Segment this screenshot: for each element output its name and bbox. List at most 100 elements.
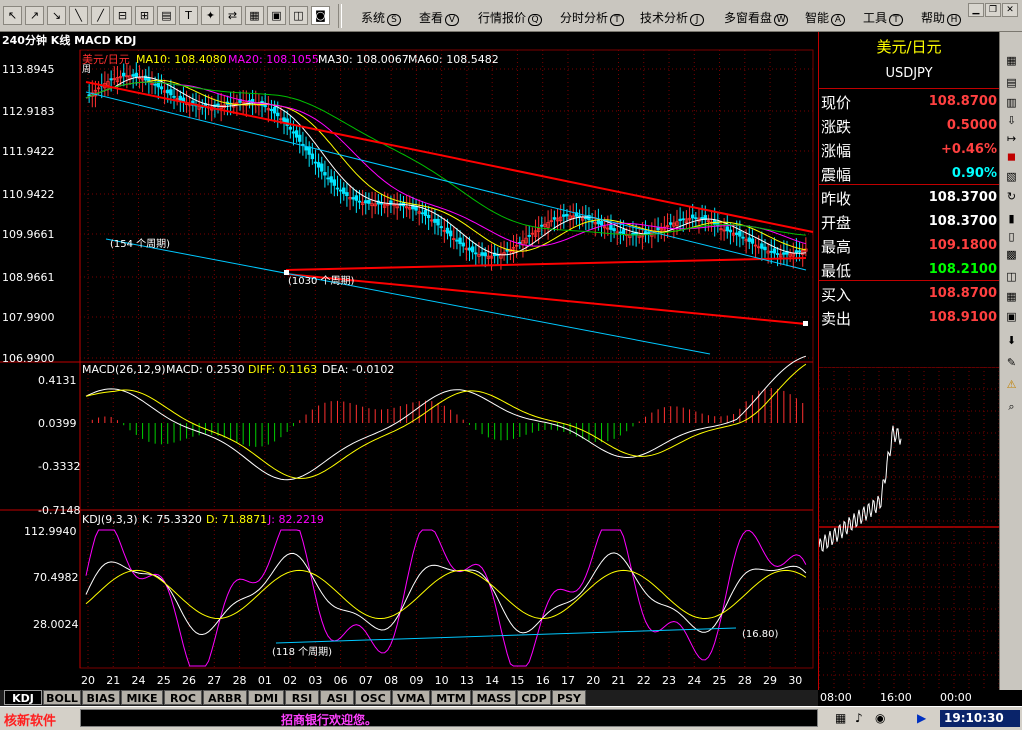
network-icon[interactable]: ▦ xyxy=(835,711,847,725)
magnifier-icon[interactable]: ⌕ xyxy=(1008,400,1015,413)
menu-7[interactable]: 工具 T xyxy=(863,9,904,26)
tab-mike[interactable]: MIKE xyxy=(121,690,163,705)
candle-body xyxy=(499,253,503,259)
x-tick-label: 06 xyxy=(334,674,348,687)
info-icon[interactable]: ▶ xyxy=(917,711,927,725)
zoom-in-icon[interactable]: ⊞ xyxy=(135,6,154,25)
menu-0[interactable]: 系统 S xyxy=(361,9,402,26)
pin-icon[interactable]: ⇩ xyxy=(1006,114,1017,127)
up-icon[interactable]: ╱ xyxy=(91,6,110,25)
chart-icon[interactable]: ▥ xyxy=(1006,96,1017,109)
menu-4[interactable]: 技术分析 J xyxy=(640,9,705,26)
menu-3[interactable]: 分时分析 T xyxy=(560,9,625,26)
tab-rsi[interactable]: RSI xyxy=(285,690,319,705)
tab-dmi[interactable]: DMI xyxy=(248,690,284,705)
arrow-icon[interactable]: ✦ xyxy=(201,6,220,25)
channel-line[interactable] xyxy=(105,238,711,355)
sound-icon[interactable]: ♪ xyxy=(855,711,863,725)
tab-vma[interactable]: VMA xyxy=(392,690,430,705)
candle-body xyxy=(533,230,538,237)
menu-label: 多窗看盘 xyxy=(724,11,773,25)
lock-icon[interactable]: ▦ xyxy=(245,6,264,25)
ma10-label: MA10: 108.4080 xyxy=(136,53,227,66)
menu-5[interactable]: 多窗看盘 W xyxy=(724,9,789,26)
tab-osc[interactable]: OSC xyxy=(355,690,391,705)
quote-label: 卖出 xyxy=(821,310,852,328)
candle-body xyxy=(665,225,670,228)
table-icon[interactable]: ▧ xyxy=(1006,170,1017,183)
ruler-icon[interactable]: ↦ xyxy=(1006,132,1017,145)
quote-code: USDJPY xyxy=(885,66,933,81)
menu-8[interactable]: 帮助 H xyxy=(921,9,962,26)
tab-boll[interactable]: BOLL xyxy=(43,690,81,705)
tab-bias[interactable]: BIAS xyxy=(82,690,120,705)
tab-cdp[interactable]: CDP xyxy=(517,690,551,705)
candle-body xyxy=(757,246,761,249)
trend-handle[interactable] xyxy=(284,270,289,275)
trendline-lower[interactable] xyxy=(285,273,807,325)
page-icon[interactable]: ◙ xyxy=(311,6,330,25)
list-icon[interactable]: ▤ xyxy=(1006,76,1017,89)
tab-arbr[interactable]: ARBR xyxy=(203,690,247,705)
window-icon[interactable]: ◫ xyxy=(1006,270,1017,283)
restore-button[interactable]: ❐ xyxy=(985,3,1001,17)
tray-icon[interactable]: ◉ xyxy=(875,711,886,725)
menu-2[interactable]: 行情报价 Q xyxy=(478,9,543,26)
candle-body xyxy=(584,216,588,220)
trend-handle[interactable] xyxy=(803,321,808,326)
home-icon[interactable]: ╲ xyxy=(69,6,88,25)
forward-icon[interactable]: ↗ xyxy=(25,6,44,25)
candle-body xyxy=(367,199,371,204)
zoom-out-icon[interactable]: ▤ xyxy=(157,6,176,25)
candle-body xyxy=(169,89,173,96)
x-tick-label: 25 xyxy=(713,674,727,687)
channel-line[interactable] xyxy=(85,91,807,271)
candle-body xyxy=(659,228,663,231)
trendline-middle[interactable] xyxy=(285,257,807,271)
tab-kdj[interactable]: KDJ xyxy=(4,690,42,705)
candle-body xyxy=(599,220,604,226)
refresh-icon[interactable]: ↘ xyxy=(47,6,66,25)
warning-icon[interactable]: ⚠ xyxy=(1006,378,1017,391)
candle-body xyxy=(291,131,296,134)
tab-mtm[interactable]: MTM xyxy=(431,690,471,705)
quote-label: 开盘 xyxy=(821,214,852,232)
close-button[interactable]: ✕ xyxy=(1002,3,1018,17)
tab-asi[interactable]: ASI xyxy=(320,690,354,705)
menu-1[interactable]: 查看 V xyxy=(419,9,460,26)
back-icon[interactable]: ↖ xyxy=(3,6,22,25)
quote-value: 108.8700 xyxy=(928,286,997,301)
unlock-icon[interactable]: ▣ xyxy=(267,6,286,25)
save-icon[interactable]: ⬇ xyxy=(1006,334,1017,347)
intraday-mini-chart[interactable] xyxy=(819,367,999,689)
tile-icon[interactable]: ▩ xyxy=(1006,248,1017,261)
minimize-button[interactable]: ▁ xyxy=(968,3,984,17)
candle-icon[interactable]: T xyxy=(179,6,198,25)
quote-divider xyxy=(819,88,999,89)
screen-icon[interactable]: ◫ xyxy=(289,6,308,25)
refresh-icon[interactable]: ↻ xyxy=(1006,190,1017,203)
layers-icon[interactable]: ▣ xyxy=(1006,310,1017,323)
kdj-trendline[interactable] xyxy=(275,627,737,644)
tab-mass[interactable]: MASS xyxy=(472,690,516,705)
grid-icon[interactable]: ▦ xyxy=(1006,290,1017,303)
trendline-upper[interactable] xyxy=(85,81,814,233)
candle-body xyxy=(134,72,138,78)
pen-icon[interactable]: ✎ xyxy=(1006,356,1017,369)
grid-icon[interactable]: ⇄ xyxy=(223,6,242,25)
candle-body xyxy=(316,162,321,168)
tab-roc[interactable]: ROC xyxy=(164,690,202,705)
candle-body xyxy=(125,75,129,78)
bar-icon[interactable]: ▯ xyxy=(1008,230,1015,243)
candle-body xyxy=(668,222,673,225)
down-icon[interactable]: ⊟ xyxy=(113,6,132,25)
candle-icon[interactable]: ▮ xyxy=(1008,212,1015,225)
candle-body xyxy=(524,237,528,244)
menu-shortcut: T xyxy=(610,14,625,26)
tab-psy[interactable]: PSY xyxy=(552,690,586,705)
quote-row: 卖出 108.9100 xyxy=(819,306,999,330)
kline-chart[interactable]: 240分钟 K线 MACD KDJ 113.8945 112.9183 111.942… xyxy=(0,32,818,690)
menu-6[interactable]: 智能 A xyxy=(805,9,846,26)
stop-icon[interactable]: ◼ xyxy=(1006,150,1017,163)
layout-icon[interactable]: ▦ xyxy=(1006,54,1017,67)
